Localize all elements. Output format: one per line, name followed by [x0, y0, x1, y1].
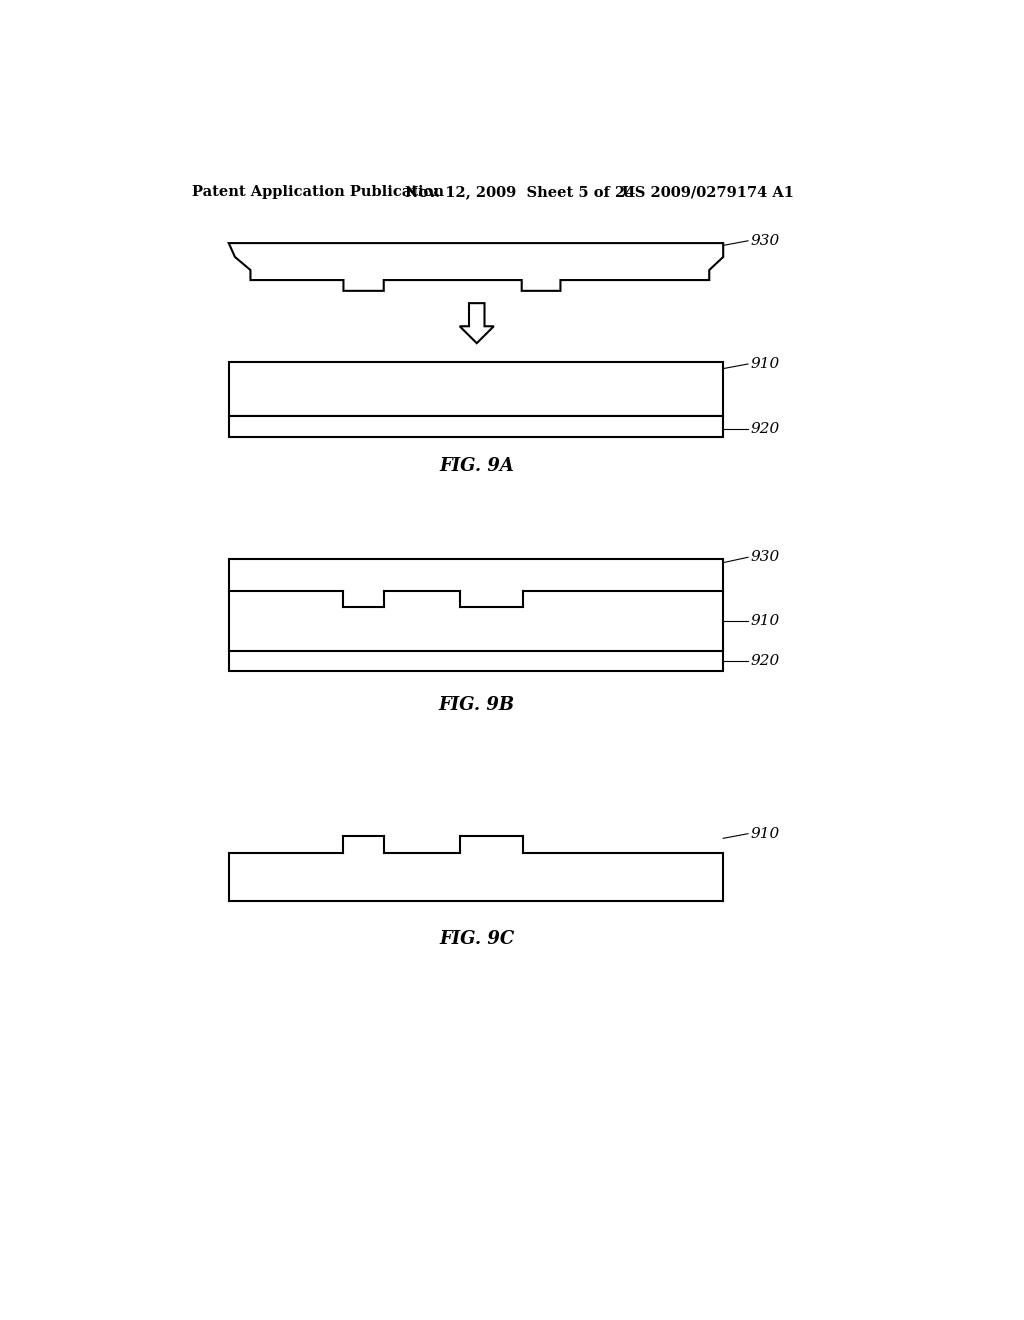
Text: 920: 920 [751, 422, 779, 437]
Text: 910: 910 [751, 826, 779, 841]
Bar [228, 558, 723, 671]
Bar [228, 363, 723, 416]
Text: FIG. 9B: FIG. 9B [438, 696, 515, 714]
Text: FIG. 9A: FIG. 9A [439, 457, 514, 475]
Polygon shape [460, 304, 494, 343]
Text: US 2009/0279174 A1: US 2009/0279174 A1 [623, 185, 795, 199]
Polygon shape [228, 243, 723, 290]
Text: 930: 930 [751, 550, 779, 564]
Text: 910: 910 [751, 356, 779, 371]
Text: Nov. 12, 2009  Sheet 5 of 24: Nov. 12, 2009 Sheet 5 of 24 [406, 185, 636, 199]
Text: 910: 910 [751, 614, 779, 628]
Bar [228, 416, 723, 437]
Text: FIG. 9C: FIG. 9C [439, 929, 514, 948]
Text: Patent Application Publication: Patent Application Publication [191, 185, 443, 199]
Text: 930: 930 [751, 234, 779, 248]
Text: 920: 920 [751, 655, 779, 668]
